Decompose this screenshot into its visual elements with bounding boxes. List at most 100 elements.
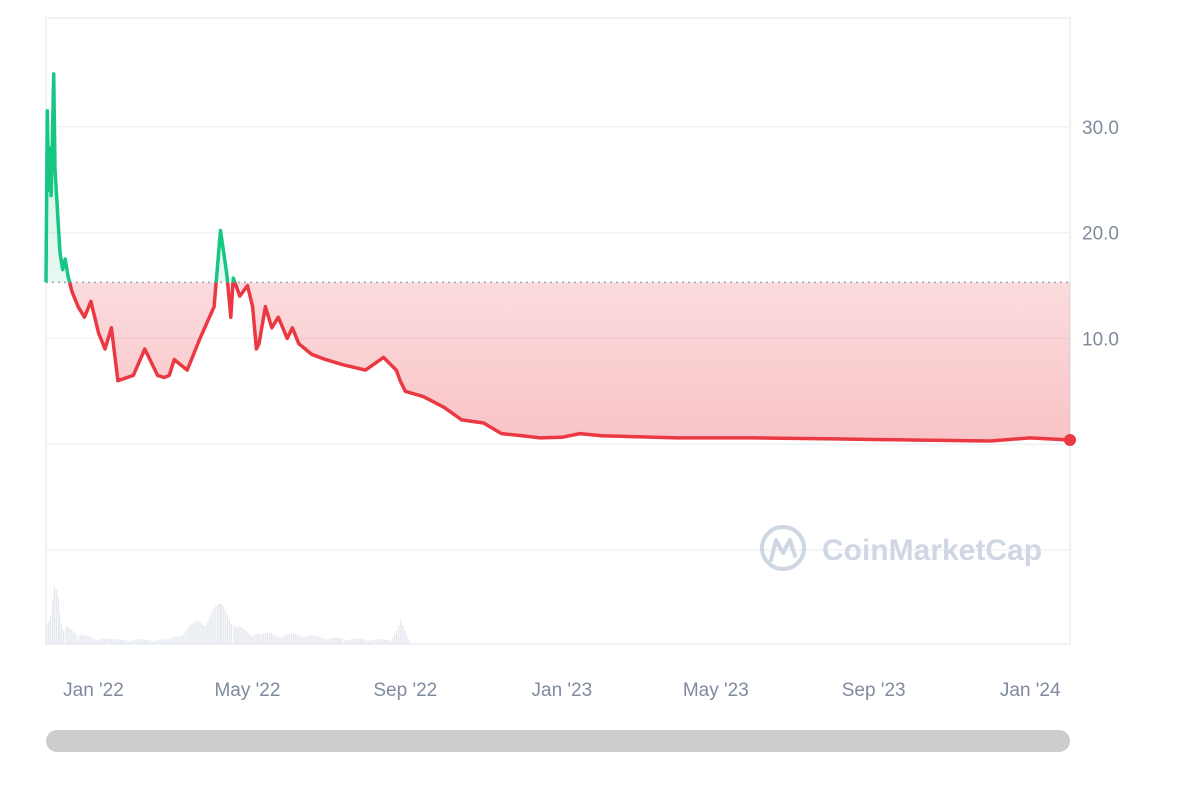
volume-bar	[90, 637, 92, 644]
volume-bar	[201, 623, 203, 644]
area-below-baseline	[69, 282, 1070, 441]
volume-bar	[277, 636, 279, 644]
volume-bar	[313, 635, 315, 644]
volume-bar	[187, 627, 189, 644]
volume-bar	[289, 634, 291, 644]
volume-bar	[267, 632, 269, 644]
volume-bar	[349, 639, 352, 644]
volume-bar	[62, 630, 65, 644]
volume-bar	[363, 639, 366, 644]
volume-bar	[369, 640, 372, 644]
x-tick-label: Jan '24	[1000, 680, 1061, 701]
volume-bar	[149, 640, 151, 644]
x-tick-label: Sep '22	[373, 680, 437, 701]
volume-bar	[104, 638, 106, 644]
volume-bar	[139, 639, 141, 644]
volume-bar	[129, 641, 131, 644]
volume-bar	[275, 635, 277, 644]
volume-bar	[321, 637, 323, 644]
volume-bar	[106, 638, 108, 644]
volume-bar	[137, 639, 139, 644]
volume-bar	[55, 589, 58, 644]
volume-bar	[167, 639, 169, 644]
volume-bar	[117, 639, 119, 644]
x-tick-label: Sep '23	[842, 680, 906, 701]
volume-bar	[381, 639, 384, 644]
volume-bar	[224, 609, 226, 644]
volume-bar	[400, 620, 402, 644]
volume-bar	[309, 635, 311, 644]
volume-bar	[297, 635, 299, 644]
volume-bar	[131, 640, 133, 644]
volume-bar	[226, 613, 228, 644]
y-axis-labels: 30.0 20.0 10.0	[1082, 118, 1119, 351]
volume-bar	[239, 626, 241, 644]
volume-bar	[67, 627, 69, 644]
volume-bar	[263, 633, 265, 644]
volume-bar	[173, 637, 175, 644]
volume-bar	[347, 639, 350, 644]
volume-bar	[335, 637, 337, 644]
volume-bar	[195, 621, 197, 644]
volume-bar	[353, 638, 356, 644]
volume-bar	[295, 634, 297, 644]
volume-bar	[211, 612, 213, 644]
watermark-text: CoinMarketCap	[822, 534, 1042, 567]
volume-bar	[397, 625, 400, 644]
volume-bar	[159, 639, 161, 644]
volume-bar	[171, 638, 173, 644]
volume-bar	[345, 640, 348, 644]
volume-bar	[213, 608, 215, 644]
volume-bar	[108, 638, 110, 644]
coinmarketcap-watermark: CoinMarketCap	[760, 525, 1042, 571]
volume-bar	[245, 630, 247, 644]
volume-bar	[387, 640, 390, 644]
volume-bar	[228, 618, 230, 644]
coinmarketcap-logo-icon	[760, 525, 806, 571]
volume-bar	[98, 639, 100, 644]
volume-bar	[317, 636, 319, 644]
volume-bar	[339, 637, 341, 644]
volume-bar	[161, 639, 163, 644]
volume-bar	[193, 621, 195, 644]
volume-bar	[163, 639, 165, 644]
volume-bar	[329, 638, 331, 644]
volume-bar	[69, 628, 71, 644]
volume-bar	[135, 639, 137, 644]
volume-bar	[169, 639, 171, 644]
volume-bar	[301, 637, 303, 644]
x-axis-labels: Jan '22 May '22 Sep '22 Jan '23 May '23 Sep '…	[63, 680, 1061, 701]
volume-bar	[233, 627, 235, 644]
volume-bar	[283, 636, 285, 644]
volume-bar	[367, 640, 370, 644]
volume-bar	[71, 629, 73, 644]
volume-bar	[355, 638, 358, 644]
last-price-dot[interactable]	[1064, 433, 1076, 446]
volume-bar	[73, 631, 75, 644]
volume-bar	[157, 640, 159, 644]
volume-bar	[375, 639, 378, 644]
volume-bar	[365, 640, 368, 644]
volume-bar	[247, 632, 249, 644]
x-tick-label: May '23	[683, 680, 749, 701]
volume-bar	[92, 638, 94, 644]
volume-bar	[100, 639, 102, 644]
volume-bar	[311, 635, 313, 644]
volume-bar	[253, 635, 255, 644]
volume-bar	[359, 638, 362, 644]
volume-bar	[377, 639, 380, 644]
volume-bar	[191, 623, 193, 644]
volume-bar	[57, 597, 60, 644]
volume-bar	[155, 640, 157, 644]
chart-range-scrollbar[interactable]	[46, 730, 1070, 752]
volume-bar	[175, 636, 177, 644]
y-tick-label: 30.0	[1082, 118, 1119, 139]
volume-bar	[341, 638, 343, 644]
volume-bar	[88, 636, 90, 644]
volume-bar	[271, 633, 273, 644]
volume-bar	[281, 637, 283, 644]
volume-bar	[385, 639, 388, 644]
volume-bar	[307, 636, 309, 644]
